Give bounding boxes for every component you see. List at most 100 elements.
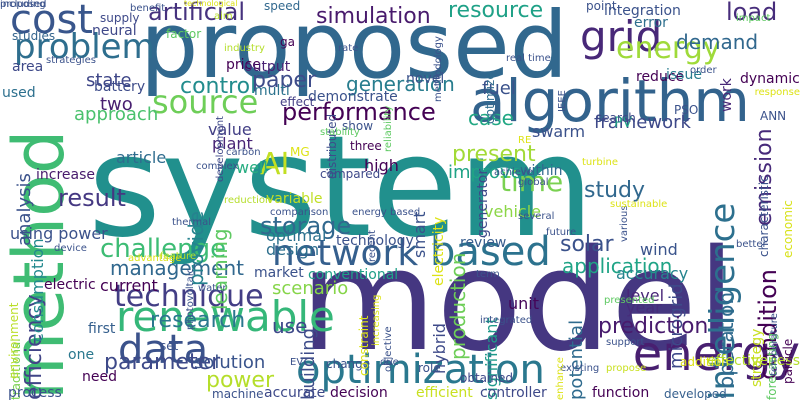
cloud-word: efficient: [416, 385, 473, 400]
cloud-word: achieve: [494, 167, 533, 178]
cloud-word: battery: [94, 79, 146, 95]
cloud-word: solar: [560, 232, 614, 257]
cloud-word: carbon: [226, 147, 261, 158]
cloud-word: variable: [266, 191, 323, 207]
cloud-word: energy based: [352, 207, 421, 218]
cloud-word: source: [152, 83, 259, 121]
cloud-word: future: [546, 227, 577, 238]
cloud-word: studies: [12, 29, 56, 43]
cloud-word: value: [208, 120, 252, 139]
cloud-word: year: [626, 298, 662, 317]
cloud-word: output: [244, 59, 291, 75]
cloud-word: feature: [160, 251, 197, 262]
cloud-word: integration: [604, 3, 681, 19]
cloud-word: strategy: [749, 328, 765, 388]
cloud-word: performance: [282, 98, 436, 126]
cloud-word: neural: [92, 23, 137, 39]
cloud-word: first: [88, 321, 116, 337]
cloud-word: economic: [781, 199, 795, 258]
cloud-word: point: [586, 0, 617, 13]
cloud-word: prediction: [598, 314, 709, 339]
cloud-word: issue: [666, 67, 702, 83]
cloud-word: smart: [410, 211, 429, 258]
cloud-word: presented: [604, 295, 655, 306]
cloud-word: technology: [336, 233, 414, 249]
cloud-word: cost: [10, 0, 93, 43]
cloud-word: simulation: [316, 4, 431, 29]
cloud-word: supply: [100, 11, 140, 25]
cloud-word: within: [520, 163, 563, 179]
cloud-word: support: [606, 337, 645, 348]
cloud-word: benefit: [130, 3, 166, 14]
cloud-word: generator: [475, 168, 491, 238]
cloud-word: set: [160, 339, 179, 353]
cloud-word: complex: [196, 161, 239, 172]
cloud-word: research: [150, 308, 246, 333]
cloud-word: energy: [632, 326, 800, 382]
cloud-word: increase: [36, 167, 96, 183]
cloud-word: industry: [224, 43, 265, 54]
cloud-word: aim: [214, 11, 233, 22]
cloud-word: system: [88, 106, 595, 269]
cloud-word: several: [518, 211, 555, 222]
cloud-word: thermal: [172, 217, 211, 228]
cloud-word: sustainable: [610, 199, 668, 210]
cloud-word: rate: [338, 43, 359, 54]
cloud-word: response: [754, 87, 800, 98]
cloud-word: obtained: [460, 371, 513, 385]
cloud-word: model: [300, 220, 736, 383]
cloud-word: production: [446, 252, 470, 360]
cloud-word: state: [86, 70, 132, 91]
cloud-word: time: [500, 165, 564, 198]
cloud-word: compared: [320, 167, 381, 181]
cloud-word: storage: [260, 212, 352, 240]
cloud-word: management: [110, 256, 244, 280]
cloud-word: price: [226, 57, 261, 73]
cloud-word: reduction: [224, 195, 272, 206]
cloud-word: show: [342, 119, 374, 133]
cloud-word: demand: [676, 30, 759, 54]
cloud-word: reliability: [383, 105, 394, 152]
cloud-word: effectiveness: [707, 353, 800, 369]
cloud-word: optimization: [296, 347, 545, 393]
cloud-word: artificial: [148, 0, 246, 26]
cloud-word: integrated: [480, 315, 533, 326]
cloud-word: photovoltaic: [185, 268, 196, 330]
cloud-word: PSO: [674, 103, 699, 117]
cloud-word: plant: [212, 134, 253, 153]
cloud-word: conventional: [308, 267, 399, 283]
cloud-word: increasing: [371, 294, 382, 346]
cloud-word: better: [736, 239, 767, 250]
cloud-word: environment: [7, 302, 21, 380]
cloud-word: paper: [252, 68, 316, 93]
cloud-word: framework: [594, 112, 691, 133]
cloud-word: improve: [448, 162, 522, 183]
cloud-word: article: [116, 148, 167, 167]
cloud-word: vehicle: [484, 202, 541, 221]
cloud-word: particle: [781, 338, 795, 384]
cloud-word: unit: [508, 294, 539, 313]
cloud-word: proposed: [140, 0, 569, 99]
cloud-word: novel: [406, 71, 445, 87]
cloud-word: EV: [290, 357, 304, 368]
cloud-word: decision: [330, 385, 388, 400]
cloud-word: optimize: [483, 71, 497, 124]
cloud-word: accuracy: [616, 264, 689, 283]
cloud-word: strategies: [46, 55, 96, 66]
cloud-word: optimal: [266, 226, 327, 245]
cloud-word: using power: [10, 224, 108, 243]
cloud-word: grid: [580, 12, 663, 61]
cloud-word: water: [198, 283, 227, 294]
cloud-word: electric: [44, 277, 96, 293]
cloud-word: ANN: [760, 109, 787, 123]
cloud-word: need: [82, 369, 117, 385]
cloud-word: algorithm: [470, 67, 750, 135]
cloud-word: error: [634, 15, 668, 31]
cloud-word: review: [460, 235, 507, 251]
cloud-word: market: [254, 265, 304, 281]
cloud-word: resource: [448, 0, 544, 23]
cloud-word: technique: [114, 279, 264, 314]
cloud-word: process: [8, 385, 62, 400]
cloud-word: three: [350, 139, 382, 153]
cloud-word: term: [476, 269, 500, 280]
